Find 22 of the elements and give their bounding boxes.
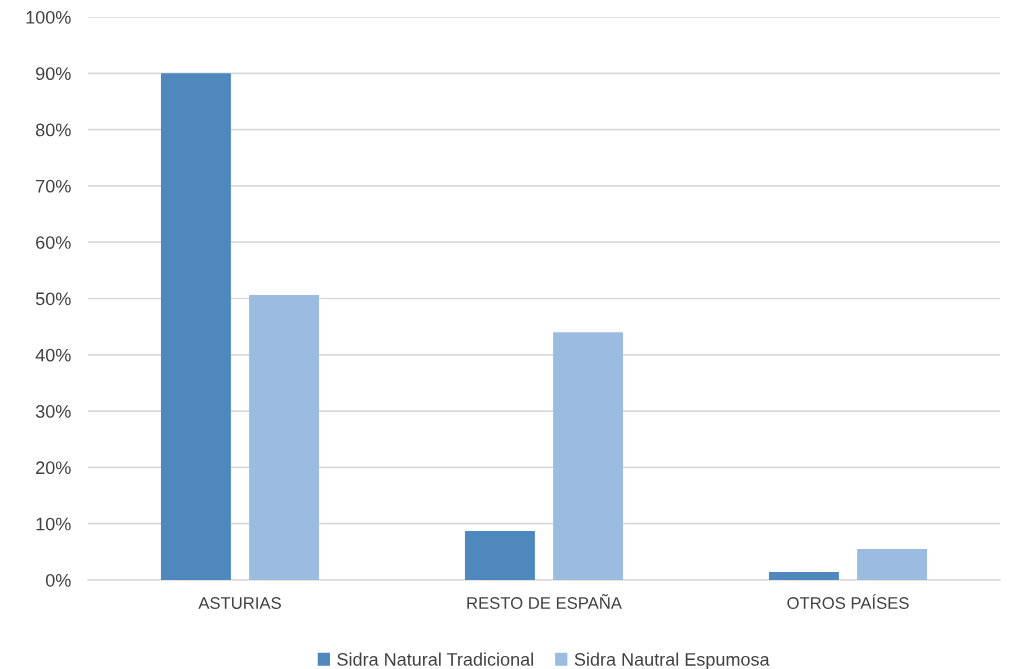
y-tick-label: 0% — [45, 573, 71, 587]
bar — [857, 549, 928, 580]
y-tick-label: 70% — [36, 179, 71, 193]
y-tick-label: 100% — [26, 10, 71, 24]
bar — [249, 295, 320, 580]
x-tick-label: ASTURIAS — [198, 597, 281, 609]
y-tick-label: 30% — [35, 405, 71, 418]
y-tick-label: 20% — [36, 461, 71, 475]
y-tick-label: 40% — [35, 348, 71, 362]
bar — [464, 531, 535, 580]
y-tick-label: 10% — [36, 517, 71, 531]
x-tick-label: RESTO DE ESPAÑA — [467, 594, 622, 609]
x-tick-label: OTROS PAÍSES — [787, 594, 909, 609]
y-tick-label: 90% — [36, 67, 71, 81]
bar — [768, 572, 839, 580]
y-tick-label: 60% — [36, 236, 71, 249]
legend-label: Sidra Nautral Espumosa — [574, 652, 770, 669]
y-tick-label: 50% — [35, 292, 71, 306]
bar — [553, 332, 624, 580]
y-tick-label: 80% — [35, 123, 71, 137]
legend-label: Sidra Natural Tradicional — [337, 652, 533, 666]
bar — [160, 73, 231, 580]
